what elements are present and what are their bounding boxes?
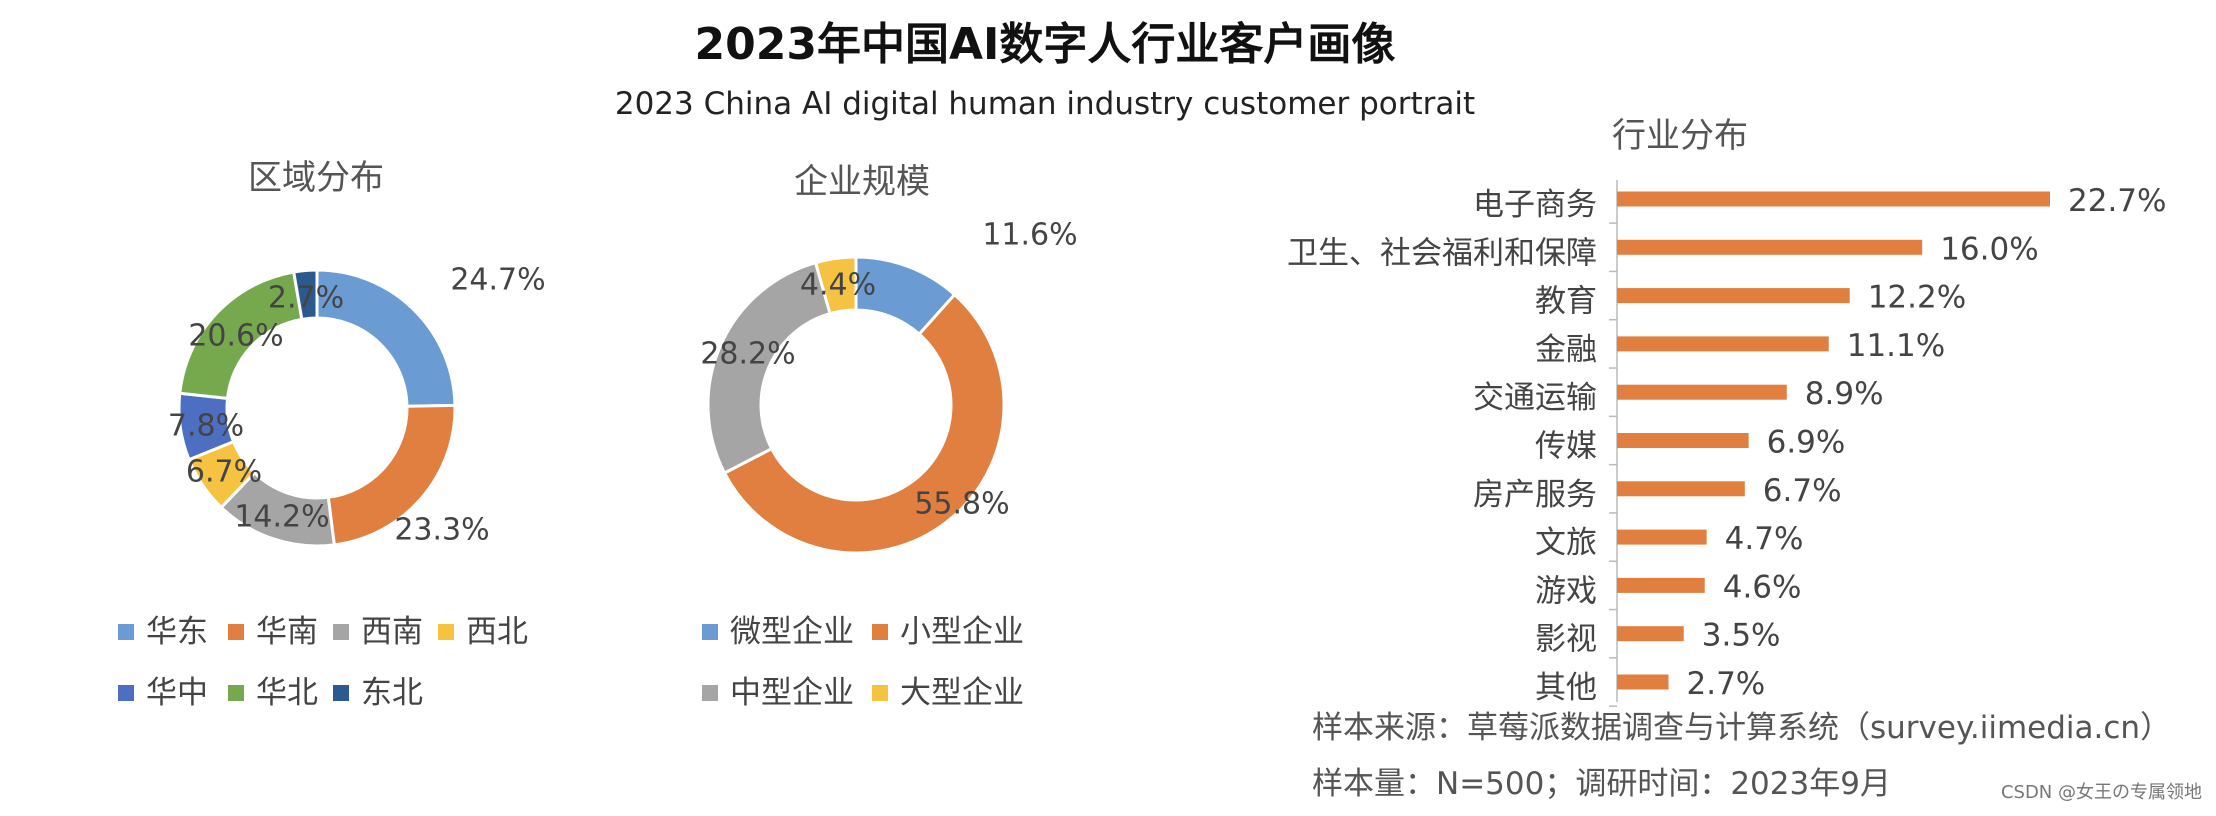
- legend-swatch: [118, 685, 134, 701]
- donut-slice-小型企业: [722, 292, 1006, 555]
- bar-value-label: 11.1%: [1847, 328, 1945, 364]
- legend-swatch: [333, 624, 349, 640]
- source-note: 样本来源：草莓派数据调查与计算系统（survey.iimedia.cn）: [1312, 710, 2172, 746]
- bar-category-label: 房产服务: [1473, 477, 1597, 513]
- legend-swatch: [228, 624, 244, 640]
- bar-value-label: 6.7%: [1763, 473, 1842, 509]
- chart-subtitle: 2023 China AI digital human industry cus…: [614, 86, 1476, 122]
- bar-value-label: 22.7%: [2068, 183, 2166, 219]
- legend-item: 西北: [466, 614, 528, 650]
- legend-item: 东北: [361, 675, 423, 711]
- donut-label: 28.2%: [700, 337, 795, 372]
- bar-category-label: 影视: [1535, 622, 1597, 658]
- bar-value-label: 8.9%: [1805, 376, 1884, 412]
- legend-swatch: [872, 685, 888, 701]
- donut-label: 23.3%: [394, 513, 489, 548]
- legend-item: 华东: [146, 614, 208, 650]
- donut-label: 55.8%: [914, 487, 1009, 522]
- legend-item: 西南: [361, 614, 423, 650]
- chart-title: 2023年中国AI数字人行业客户画像: [694, 19, 1396, 70]
- donut-label: 14.2%: [234, 500, 329, 535]
- bar-category-label: 卫生、社会福利和保障: [1287, 235, 1597, 271]
- legend-swatch: [118, 624, 134, 640]
- bar-游戏: [1617, 577, 1705, 593]
- donut-slice-东北: [291, 268, 319, 322]
- bar-category-label: 游戏: [1535, 573, 1597, 609]
- bar-卫生、社会福利和保障: [1617, 239, 1923, 255]
- bar-category-label: 文旅: [1535, 525, 1597, 561]
- donut-label: 2.7%: [268, 281, 344, 316]
- bar-category-label: 金融: [1535, 332, 1597, 368]
- donut-title: 企业规模: [794, 162, 930, 202]
- bar-其他: [1617, 674, 1669, 690]
- legend-item: 华南: [256, 614, 318, 650]
- legend-item: 中型企业: [730, 675, 854, 711]
- bar-category-label: 其他: [1535, 670, 1597, 706]
- bar-文旅: [1617, 529, 1707, 545]
- bar-value-label: 16.0%: [1940, 231, 2038, 267]
- sample-note: 样本量：N=500；调研时间：2023年9月: [1312, 766, 1891, 802]
- legend-swatch: [438, 624, 454, 640]
- donut-title: 区域分布: [248, 158, 384, 198]
- bar-电子商务: [1617, 191, 2050, 207]
- bar-交通运输: [1617, 384, 1787, 400]
- bar-category-label: 传媒: [1535, 429, 1597, 465]
- donut-label: 7.8%: [168, 409, 244, 444]
- donut-label: 24.7%: [450, 263, 545, 298]
- bar-category-label: 交通运输: [1473, 380, 1597, 416]
- legend-item: 大型企业: [900, 675, 1024, 711]
- bar-value-label: 12.2%: [1868, 280, 1966, 316]
- legend-item: 小型企业: [900, 614, 1024, 650]
- bar-教育: [1617, 288, 1850, 304]
- legend-swatch: [228, 685, 244, 701]
- donut-slice-大型企业: [813, 255, 858, 316]
- donut-slice-中型企业: [706, 260, 832, 476]
- bar-chart-title: 行业分布: [1612, 116, 1748, 156]
- bar-value-label: 4.6%: [1723, 569, 1802, 605]
- bar-value-label: 2.7%: [1687, 666, 1766, 702]
- bar-金融: [1617, 336, 1829, 352]
- legend-swatch: [702, 685, 718, 701]
- bar-value-label: 6.9%: [1767, 425, 1846, 461]
- bar-房产服务: [1617, 481, 1745, 497]
- watermark: CSDN @女王の专属领地: [2000, 782, 2202, 803]
- donut-label: 11.6%: [982, 218, 1077, 253]
- donut-label: 20.6%: [188, 319, 283, 354]
- legend-item: 华北: [256, 675, 318, 711]
- bar-category-label: 教育: [1535, 284, 1597, 320]
- bar-影视: [1617, 626, 1684, 642]
- legend-swatch: [333, 685, 349, 701]
- bar-value-label: 3.5%: [1702, 618, 1781, 654]
- legend-swatch: [702, 624, 718, 640]
- bar-传媒: [1617, 433, 1749, 448]
- legend-item: 微型企业: [730, 614, 854, 650]
- bar-value-label: 4.7%: [1725, 521, 1804, 557]
- legend-swatch: [872, 624, 888, 640]
- legend-item: 华中: [146, 675, 208, 711]
- donut-label: 6.7%: [186, 455, 262, 490]
- bar-category-label: 电子商务: [1473, 187, 1597, 223]
- donut-label: 4.4%: [800, 268, 876, 303]
